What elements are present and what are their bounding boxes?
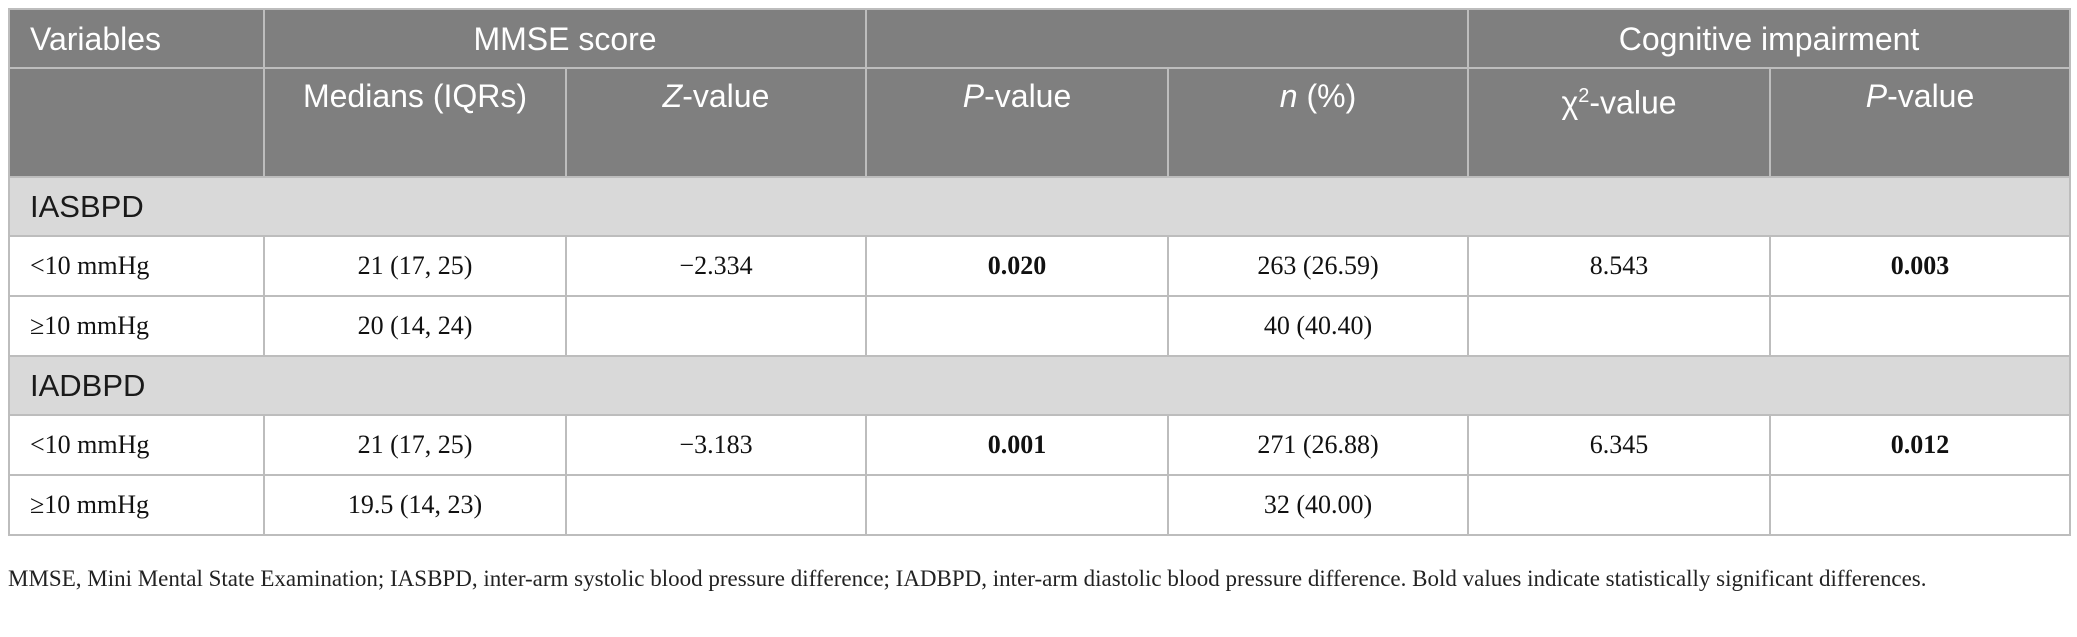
cell-p-value-2 [1769, 474, 2072, 536]
cell-median: 21 (17, 25) [263, 414, 567, 476]
cell-p-value [865, 295, 1170, 357]
cell-n-percent: 32 (40.00) [1167, 474, 1470, 536]
cell-chi-value: 6.345 [1467, 414, 1772, 476]
cell-p-value [865, 474, 1170, 536]
header-p-italic: P [962, 78, 985, 114]
header-p-rest: -value [984, 78, 1072, 114]
header-z-italic: Z [662, 78, 683, 114]
header-row-1: Variables MMSE score Cognitive impairmen… [8, 8, 2072, 69]
header-chi-sup: 2 [1578, 85, 1590, 107]
header-medians-label: Medians (IQRs) [302, 78, 528, 114]
header-chi-square-value: χ2-value [1467, 67, 1772, 178]
cell-p-value-2 [1769, 295, 2072, 357]
cell-p-value-2: 0.003 [1769, 235, 2072, 297]
row-label: <10 mmHg [8, 414, 265, 476]
row-label: <10 mmHg [8, 235, 265, 297]
table-row: ≥10 mmHg 20 (14, 24) 40 (40.40) [8, 295, 2072, 357]
results-table-container: Variables MMSE score Cognitive impairmen… [7, 8, 2072, 536]
table-footnote: MMSE, Mini Mental State Examination; IAS… [8, 566, 1927, 591]
header-chi-symbol: χ [1561, 84, 1579, 121]
header-medians: Medians (IQRs) [263, 67, 567, 178]
cell-n-percent: 40 (40.40) [1167, 295, 1470, 357]
cell-median: 19.5 (14, 23) [263, 474, 567, 536]
header-empty [8, 67, 265, 178]
results-table: Variables MMSE score Cognitive impairmen… [7, 8, 2072, 536]
group-title: IADBPD [7, 355, 2072, 416]
header-p-value-2: P-value [1769, 67, 2072, 178]
header-cognitive-impairment: Cognitive impairment [1467, 8, 2072, 69]
cell-z-value [564, 295, 868, 357]
header-p2-rest: -value [1887, 78, 1975, 114]
table-row: ≥10 mmHg 19.5 (14, 23) 32 (40.00) [8, 474, 2072, 536]
table-row: <10 mmHg 21 (17, 25) −3.183 0.001 271 (2… [8, 414, 2072, 476]
header-chi-rest: -value [1589, 84, 1677, 121]
row-label: ≥10 mmHg [8, 295, 265, 357]
cell-chi-value: 8.543 [1467, 235, 1772, 297]
header-z-rest: -value [682, 78, 770, 114]
cell-chi-value [1467, 295, 1772, 357]
header-blank-group [865, 8, 1470, 69]
cell-p-value: 0.020 [865, 235, 1170, 297]
cell-median: 20 (14, 24) [263, 295, 567, 357]
header-variables: Variables [8, 8, 265, 69]
header-p-value: P-value [865, 67, 1170, 178]
cell-n-percent: 271 (26.88) [1167, 414, 1470, 476]
cell-p-value-2: 0.012 [1769, 414, 2072, 476]
header-row-2: Medians (IQRs) Z-value P-value n (%) χ2-… [8, 67, 2072, 178]
group-title: IASBPD [7, 176, 2072, 237]
header-n-italic: n [1279, 78, 1298, 114]
cell-median: 21 (17, 25) [263, 235, 567, 297]
cell-z-value: −3.183 [564, 414, 868, 476]
header-z-value: Z-value [564, 67, 868, 178]
header-mmse-score: MMSE score [262, 8, 868, 69]
cell-z-value: −2.334 [564, 235, 868, 297]
group-row-iadbpd: IADBPD [7, 355, 2072, 416]
header-n-rest: (%) [1297, 78, 1357, 114]
cell-n-percent: 263 (26.59) [1167, 235, 1470, 297]
header-n-percent: n (%) [1167, 67, 1470, 178]
cell-z-value [564, 474, 868, 536]
cell-chi-value [1467, 474, 1772, 536]
row-label: ≥10 mmHg [8, 474, 265, 536]
table-row: <10 mmHg 21 (17, 25) −2.334 0.020 263 (2… [8, 235, 2072, 297]
header-p2-italic: P [1865, 78, 1888, 114]
cell-p-value: 0.001 [865, 414, 1170, 476]
group-row-iasbpd: IASBPD [7, 176, 2072, 237]
